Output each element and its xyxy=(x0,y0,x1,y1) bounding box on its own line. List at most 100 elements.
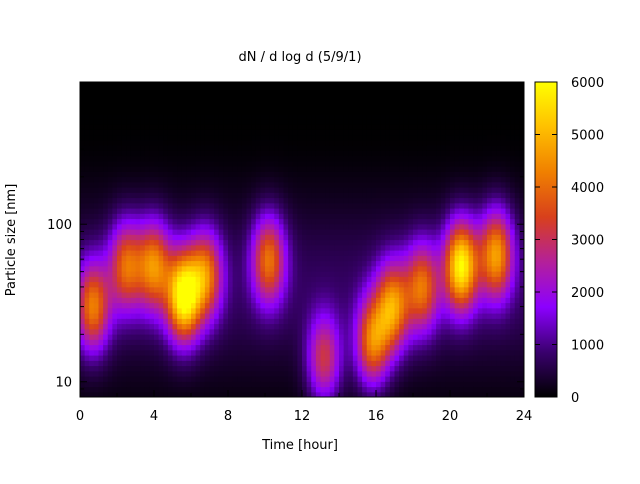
heatmap-cell xyxy=(89,318,94,324)
heatmap-cell xyxy=(219,381,224,387)
heatmap-cell xyxy=(177,250,182,256)
heatmap-cell xyxy=(256,124,261,130)
heatmap-cell xyxy=(210,381,215,387)
heatmap-cell xyxy=(260,93,265,99)
heatmap-cell xyxy=(376,287,381,293)
heatmap-cell xyxy=(163,355,168,361)
heatmap-cell xyxy=(427,114,432,120)
heatmap-cell xyxy=(348,245,353,251)
heatmap-cell xyxy=(311,308,316,314)
heatmap-cell xyxy=(196,271,201,277)
heatmap-cell xyxy=(260,192,265,198)
heatmap-cell xyxy=(117,255,122,261)
heatmap-cell xyxy=(140,276,145,282)
heatmap-cell xyxy=(450,171,455,177)
heatmap-cell xyxy=(122,93,127,99)
heatmap-cell xyxy=(311,161,316,167)
heatmap-cell xyxy=(395,376,400,382)
heatmap-cell xyxy=(251,334,256,340)
heatmap-cell xyxy=(159,276,164,282)
heatmap-cell xyxy=(140,87,145,93)
heatmap-cell xyxy=(367,266,372,272)
heatmap-cell xyxy=(450,224,455,230)
heatmap-cell xyxy=(455,93,460,99)
heatmap-cell xyxy=(210,192,215,198)
heatmap-cell xyxy=(112,276,117,282)
heatmap-cell xyxy=(173,292,178,298)
heatmap-cell xyxy=(89,371,94,377)
heatmap-cell xyxy=(399,271,404,277)
heatmap-cell xyxy=(99,287,104,293)
heatmap-cell xyxy=(427,124,432,130)
heatmap-cell xyxy=(459,224,464,230)
heatmap-cell xyxy=(214,192,219,198)
heatmap-cell xyxy=(427,371,432,377)
heatmap-cell xyxy=(242,177,247,183)
heatmap-cell xyxy=(159,171,164,177)
heatmap-cell xyxy=(251,177,256,183)
heatmap-cell xyxy=(154,224,159,230)
heatmap-cell xyxy=(265,177,270,183)
heatmap-cell xyxy=(173,198,178,204)
heatmap-cell xyxy=(94,166,99,172)
heatmap-cell xyxy=(436,135,441,141)
heatmap-cell xyxy=(325,114,330,120)
heatmap-cell xyxy=(450,156,455,162)
heatmap-cell xyxy=(311,182,316,188)
heatmap-cell xyxy=(432,297,437,303)
heatmap-cell xyxy=(302,213,307,219)
heatmap-cell xyxy=(159,208,164,214)
heatmap-cell xyxy=(445,161,450,167)
heatmap-cell xyxy=(117,366,122,372)
heatmap-cell xyxy=(371,150,376,156)
heatmap-cell xyxy=(297,192,302,198)
heatmap-cell xyxy=(395,292,400,298)
heatmap-cell xyxy=(191,381,196,387)
heatmap-cell xyxy=(288,355,293,361)
heatmap-cell xyxy=(441,276,446,282)
heatmap-cell xyxy=(348,234,353,240)
heatmap-cell xyxy=(242,182,247,188)
heatmap-cell xyxy=(413,313,418,319)
heatmap-cell xyxy=(122,229,127,235)
heatmap-cell xyxy=(85,324,90,330)
heatmap-cell xyxy=(237,287,242,293)
heatmap-cell xyxy=(413,376,418,382)
heatmap-cell xyxy=(390,261,395,267)
heatmap-cell xyxy=(418,171,423,177)
heatmap-cell xyxy=(214,250,219,256)
heatmap-cell xyxy=(256,119,261,125)
heatmap-cell xyxy=(330,360,335,366)
heatmap-cell xyxy=(251,245,256,251)
heatmap-cell xyxy=(390,161,395,167)
heatmap-cell xyxy=(408,234,413,240)
heatmap-cell xyxy=(330,229,335,235)
heatmap-cell xyxy=(168,219,173,225)
heatmap-cell xyxy=(99,303,104,309)
heatmap-cell xyxy=(385,213,390,219)
heatmap-cell xyxy=(99,213,104,219)
heatmap-cell xyxy=(149,140,154,146)
heatmap-cell xyxy=(408,266,413,272)
heatmap-cell xyxy=(182,287,187,293)
heatmap-cell xyxy=(436,198,441,204)
heatmap-cell xyxy=(122,234,127,240)
heatmap-cell xyxy=(233,308,238,314)
heatmap-cell xyxy=(131,371,136,377)
heatmap-cell xyxy=(205,376,210,382)
heatmap-cell xyxy=(85,240,90,246)
heatmap-cell xyxy=(140,292,145,298)
heatmap-cell xyxy=(274,381,279,387)
heatmap-cell xyxy=(94,114,99,120)
heatmap-cell xyxy=(381,129,386,135)
heatmap-cell xyxy=(103,219,108,225)
heatmap-cell xyxy=(376,229,381,235)
heatmap-cell xyxy=(200,166,205,172)
heatmap-cell xyxy=(205,329,210,335)
heatmap-cell xyxy=(247,135,252,141)
heatmap-cell xyxy=(445,108,450,114)
heatmap-cell xyxy=(140,250,145,256)
heatmap-cell xyxy=(154,313,159,319)
heatmap-cell xyxy=(427,187,432,193)
heatmap-cell xyxy=(89,387,94,393)
